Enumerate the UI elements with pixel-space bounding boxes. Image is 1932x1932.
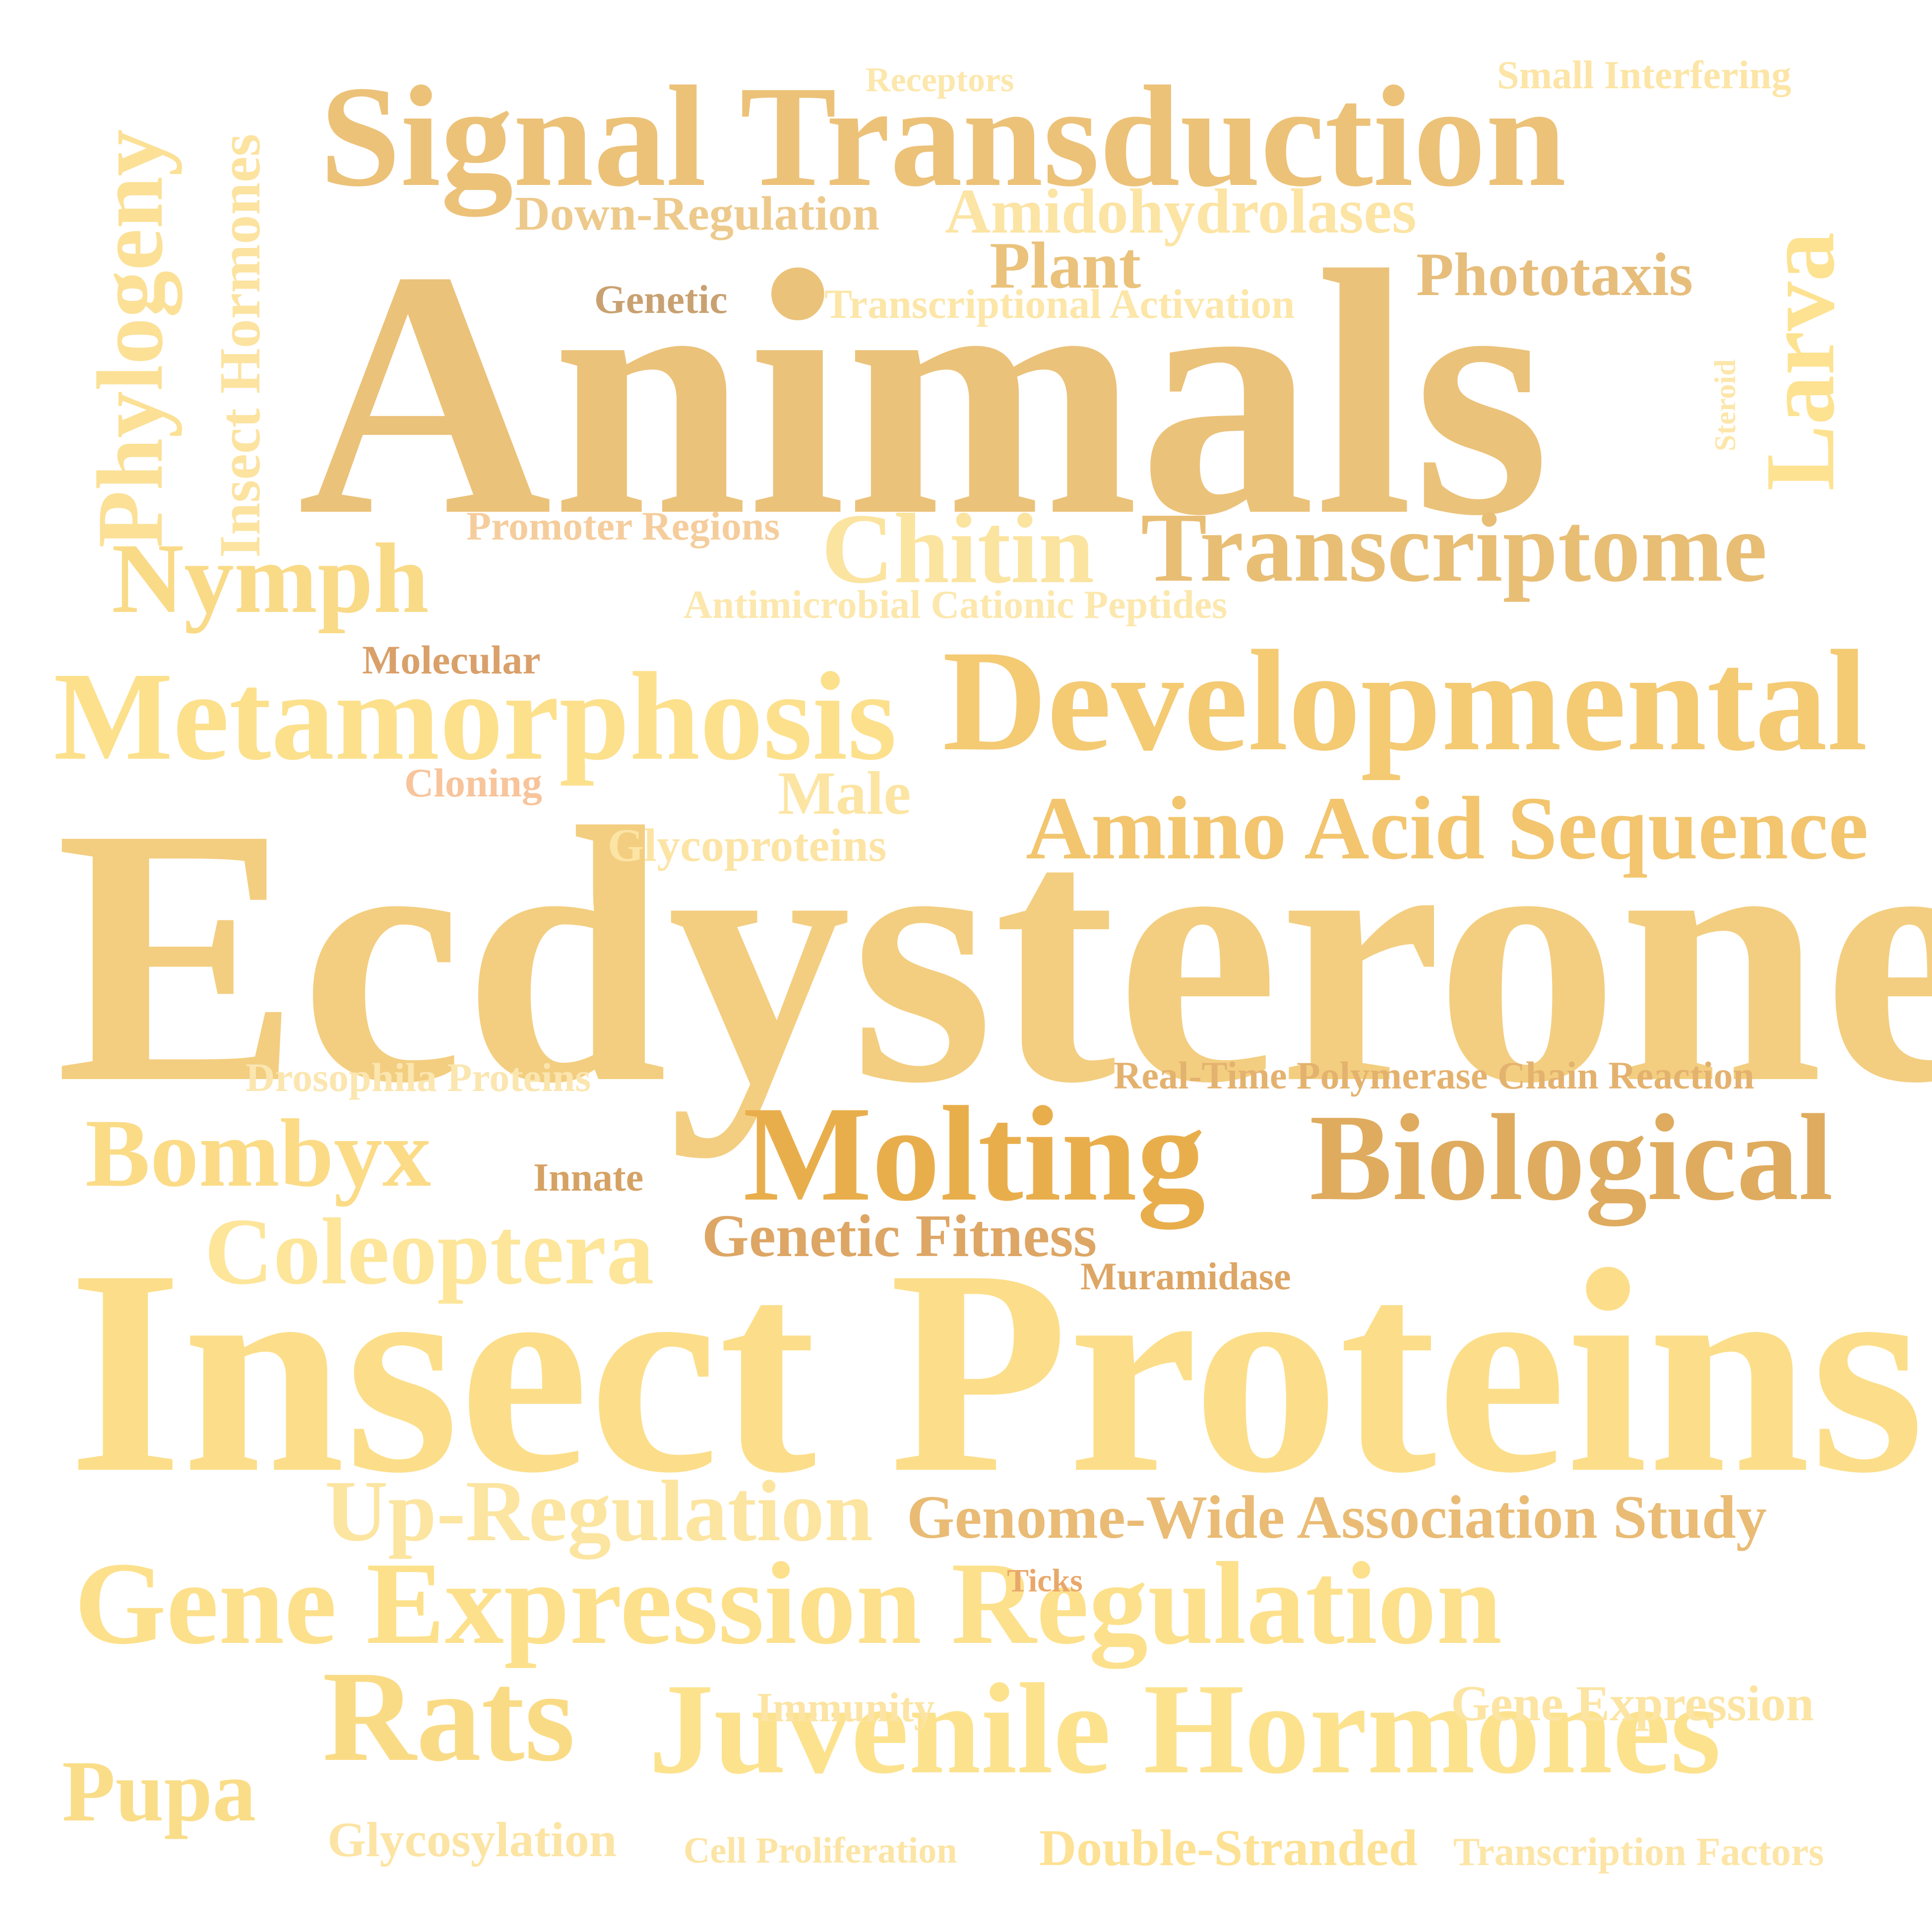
word-metamorphosis: Metamorphosis	[54, 647, 897, 786]
word-genome-wide-association-study: Genome-Wide Association Study	[907, 1483, 1767, 1551]
word-transcriptome: Transcriptome	[1141, 493, 1767, 603]
word-small-interfering: Small Interfering	[1497, 54, 1792, 97]
word-molting: Molting	[743, 1079, 1205, 1229]
word-larva: Larva	[1745, 232, 1855, 491]
word-amino-acid-sequence: Amino Acid Sequence	[1026, 779, 1869, 878]
word-insect-hormones: Insect Hormones	[207, 133, 272, 558]
word-pupa: Pupa	[62, 1743, 256, 1840]
word-down-regulation: Down-Regulation	[515, 187, 880, 241]
word-up-regulation: Up-Regulation	[325, 1463, 873, 1560]
word-nymph: Nymph	[112, 523, 429, 634]
word-insect-proteins: Insect Proteins	[68, 1209, 1925, 1533]
word-rats: Rats	[322, 1644, 575, 1788]
word-phylogeny: Phylogeny	[78, 129, 183, 548]
word-ticks: Ticks	[1007, 1563, 1083, 1599]
word-animals: Animals	[298, 198, 1550, 588]
word-glycosylation: Glycosylation	[327, 1812, 617, 1867]
word-coleoptera: Coleoptera	[204, 1199, 654, 1304]
word-chitin: Chitin	[821, 493, 1095, 604]
word-gene-expression-regulation: Gene Expression Regulation	[74, 1538, 1502, 1669]
word-glycoproteins: Glycoproteins	[608, 820, 887, 871]
word-amidohydrolases: Amidohydrolases	[945, 176, 1417, 246]
word-male: Male	[778, 759, 911, 827]
word-real-time-pcr: Real-Time Polymerase Chain Reaction	[1114, 1054, 1754, 1097]
word-ecdysterone: Ecdysterone	[56, 753, 1932, 1159]
word-molecular: Molecular	[362, 637, 541, 682]
word-genetic: Genetic	[594, 277, 728, 322]
word-bombyx: Bombyx	[85, 1099, 432, 1207]
word-transcriptional-activation: Transcriptional Activation	[824, 281, 1295, 327]
word-signal-transduction: Signal Transduction	[320, 57, 1566, 217]
word-biological: Biological	[1309, 1089, 1833, 1226]
word-gene-expression: Gene Expression	[1451, 1676, 1814, 1732]
word-innate: Innate	[533, 1156, 644, 1200]
word-muramidase: Muramidase	[1080, 1255, 1291, 1298]
word-promoter-regions: Promoter Regions	[466, 503, 780, 548]
word-double-stranded: Double-Stranded	[1039, 1819, 1418, 1876]
word-developmental: Developmental	[942, 621, 1868, 781]
word-plant: Plant	[990, 229, 1141, 302]
word-cell-proliferation: Cell Proliferation	[684, 1830, 957, 1871]
word-phototaxis: Phototaxis	[1416, 241, 1693, 308]
word-drosophila-proteins: Drosophila Proteins	[246, 1055, 591, 1100]
word-antimicrobial-cationic-peptides: Antimicrobial Cationic Peptides	[684, 583, 1228, 627]
word-transcription-factors: Transcription Factors	[1453, 1830, 1824, 1874]
word-receptors: Receptors	[866, 61, 1014, 99]
word-genetic-fitness: Genetic Fitness	[702, 1203, 1097, 1269]
word-steroid: Steroid	[1709, 359, 1742, 451]
word-juvenile-hormones: Juvenile Hormones	[649, 1657, 1721, 1801]
word-immunity: Immunity	[756, 1685, 935, 1731]
word-cloning: Cloning	[404, 760, 542, 805]
